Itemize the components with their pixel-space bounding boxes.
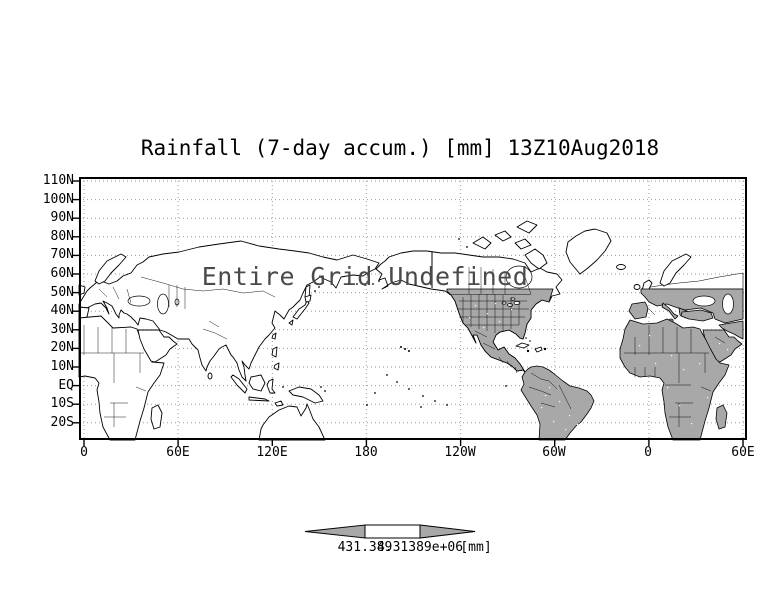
x-axis-label: 120W (444, 445, 476, 460)
shaded-land-mask (446, 288, 744, 441)
y-axis-label: 40N (50, 303, 74, 318)
y-axis-ticks (72, 180, 79, 424)
x-axis-ticks (83, 440, 744, 446)
y-axis-label: 110N (42, 173, 74, 188)
y-axis-label: 50N (50, 285, 74, 300)
y-axis-label: 30N (50, 322, 74, 337)
shading-speckles (469, 303, 729, 431)
x-axis-label: 0 (644, 445, 652, 460)
y-axis-label: 20S (50, 415, 74, 430)
y-axis-label: EQ (58, 378, 74, 393)
inland-seas (127, 265, 734, 315)
x-axis-label: 60W (542, 445, 566, 460)
y-axis-label: 10S (50, 396, 74, 411)
x-axis-label: 0 (80, 445, 88, 460)
x-axis-label: 60E (731, 445, 755, 460)
x-axis-label: 180 (354, 445, 378, 460)
plot-frame (79, 177, 747, 440)
y-axis-label: 90N (50, 210, 74, 225)
colorbar-unit-label: [mm] (460, 540, 492, 555)
y-axis-label: 60N (50, 266, 74, 281)
y-axis-label: 10N (50, 359, 74, 374)
colorbar-right-arrow (419, 524, 476, 539)
country-borders (79, 267, 726, 427)
colorbar (304, 524, 476, 539)
grid-undefined-watermark: Entire Grid Undefined (201, 262, 529, 291)
world-map (78, 220, 744, 441)
y-axis-label: 20N (50, 340, 74, 355)
colorbar-max-label: 4.31389e+06 (376, 540, 464, 555)
y-axis-label: 100N (42, 192, 74, 207)
y-axis-label: 80N (50, 229, 74, 244)
axis-ticks (72, 180, 744, 446)
colorbar-min-label: 431.389 (337, 540, 393, 555)
chart-title: Rainfall (7-day accum.) [mm] 13Z10Aug201… (140, 136, 660, 160)
x-axis-label: 120E (256, 445, 288, 460)
colorbar-body (364, 524, 421, 539)
x-axis-label: 60E (166, 445, 190, 460)
small-islands (282, 238, 547, 408)
y-axis-label: 70N (50, 247, 74, 262)
colorbar-left-arrow (304, 524, 366, 539)
